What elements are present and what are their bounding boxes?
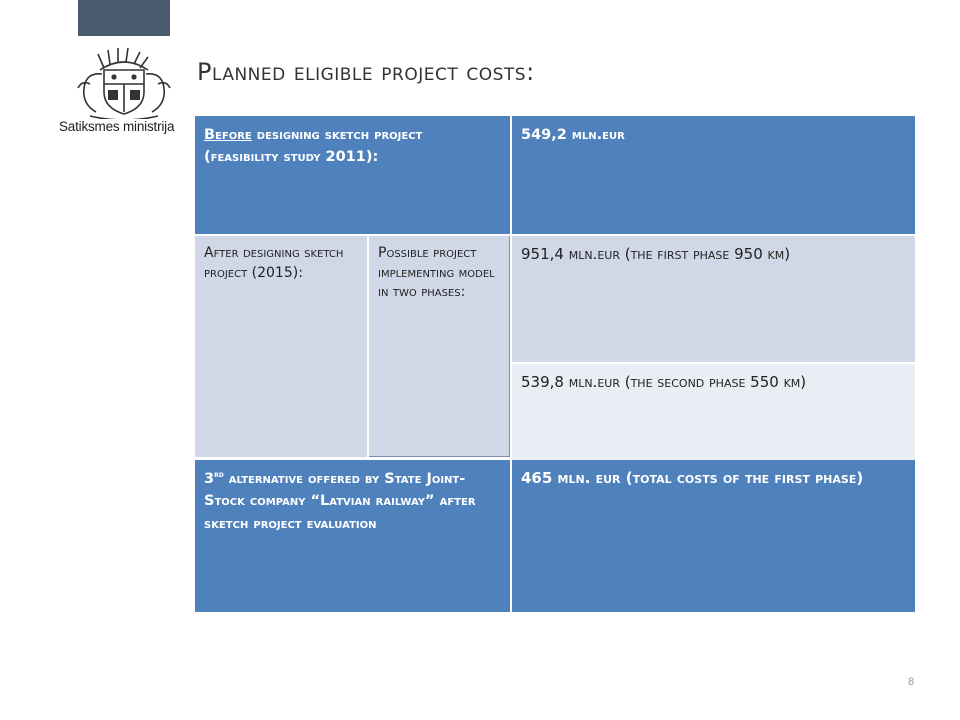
cell-before-cost: 549,2 mln.eur <box>512 116 915 234</box>
cell-alternative-cost: 465 mln. eur (total costs of the first p… <box>512 460 915 612</box>
cell-alternative-label: 3rd alternative offered by State Joint-S… <box>195 460 510 612</box>
page-number: 8 <box>908 676 915 688</box>
top-accent-bar <box>78 0 170 36</box>
cell-after-label: After designing sketch project (2015): <box>195 236 367 457</box>
coat-of-arms-logo <box>60 44 188 174</box>
slide-title: Planned eligible project costs: <box>197 58 535 86</box>
cell-phase1-cost: 951,4 mln.eur (the first phase 950 km) <box>512 236 915 362</box>
organization-name: Satiksmes ministrija <box>59 119 175 134</box>
cell-phase2-cost: 539,8 mln.eur (the second phase 550 km) <box>512 364 915 460</box>
cell-before-label: Before designing sketch project (feasibi… <box>195 116 510 234</box>
cell-model-label: Possible project implementing model in t… <box>369 236 510 457</box>
